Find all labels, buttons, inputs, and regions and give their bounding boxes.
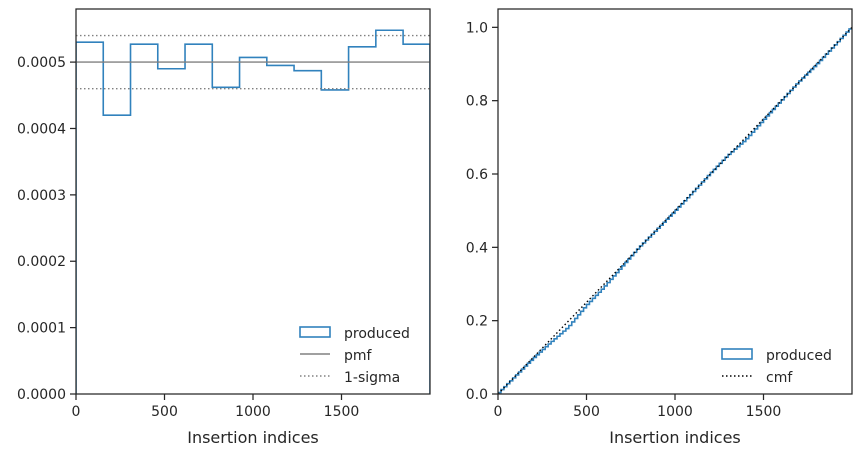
axes-frame: [75, 8, 431, 395]
plot-area: [76, 29, 430, 394]
x-tick-label: 1000: [657, 404, 693, 420]
series-cmf-line: [498, 26, 852, 394]
pmf-histogram-panel: 0 500 1000 1500 0.0000 0.0001 0.0002 0.0003 0.00…: [17, 8, 431, 447]
y-tick-label: 0.0: [466, 387, 488, 403]
legend: produced pmf 1-sigma: [299, 326, 410, 386]
y-tick-label: 0.6: [466, 167, 488, 183]
x-tick-label: 1000: [235, 404, 271, 420]
y-tick-label: 1.0: [466, 20, 488, 36]
y-tick-label: 0.4: [466, 240, 488, 256]
x-axis-label: Insertion indices: [187, 428, 319, 447]
series-produced-histogram: [76, 29, 430, 394]
x-axis-label: Insertion indices: [609, 428, 741, 447]
y-tick-label: 0.0002: [17, 254, 66, 270]
legend-label: pmf: [344, 348, 373, 364]
legend-label: cmf: [766, 370, 793, 386]
legend-swatch-produced: [299, 326, 331, 338]
x-tick-label: 0: [494, 404, 503, 420]
legend-swatch-produced: [721, 348, 753, 360]
legend-label: 1-sigma: [344, 370, 400, 386]
y-tick-label: 0.0001: [17, 321, 66, 337]
y-tick-label: 0.0000: [17, 387, 66, 403]
y-tick-label: 0.0003: [17, 188, 66, 204]
y-tick-label: 0.8: [466, 94, 488, 110]
cmf-line-panel: 0 500 1000 1500 0.0 0.2 0.4 0.6 0.8 1.0 Insertion …: [466, 8, 853, 447]
y-tick-label: 0.0005: [17, 55, 66, 71]
x-tick-label: 500: [573, 404, 600, 420]
y-tick-label: 0.0004: [17, 121, 66, 137]
legend-label: produced: [766, 348, 832, 364]
x-tick-label: 500: [151, 404, 178, 420]
x-tick-label: 1500: [746, 404, 782, 420]
legend: produced cmf: [721, 348, 832, 386]
series-produced-cdf: [498, 28, 852, 394]
axes-frame: [497, 8, 853, 395]
y-tick-label: 0.2: [466, 314, 488, 330]
x-tick-label: 0: [72, 404, 81, 420]
legend-label: produced: [344, 326, 410, 342]
x-tick-label: 1500: [324, 404, 360, 420]
plot-area: [498, 26, 852, 394]
